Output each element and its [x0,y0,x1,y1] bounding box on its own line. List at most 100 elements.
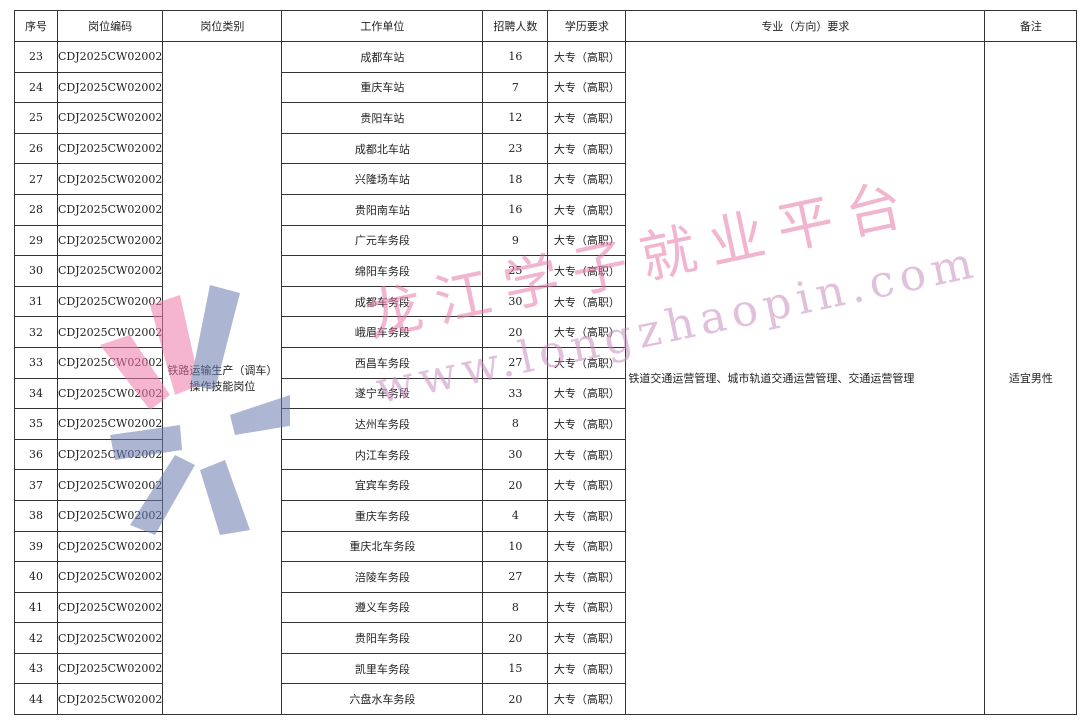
row-no: 29 [14,224,58,257]
header-unit: 工作单位 [281,10,484,42]
row-code: CDJ2025CW02002 [56,193,164,226]
row-no: 28 [14,193,58,226]
row-count: 16 [482,41,549,73]
header-row: 序号 岗位编码 岗位类别 工作单位 招聘人数 学历要求 专业（方向）要求 备注 [14,10,1078,42]
row-count: 20 [482,316,549,348]
row-code: CDJ2025CW02002 [56,408,164,440]
row-education: 大专（高职） [547,71,627,104]
row-code: CDJ2025CW02002 [56,285,164,318]
header-remark: 备注 [984,10,1078,42]
row-education: 大专（高职） [547,255,627,287]
row-education: 大专（高职） [547,193,627,226]
table-row: 28 CDJ2025CW02002 贵阳南车站 16 大专（高职） [14,193,1077,226]
row-code: CDJ2025CW02002 [56,163,164,195]
row-education: 大专（高职） [547,469,627,501]
table-row: 44 CDJ2025CW02002 六盘水车务段 20 大专（高职） [14,683,1077,716]
recruitment-table: 序号 岗位编码 岗位类别 工作单位 招聘人数 学历要求 专业（方向）要求 备注 … [14,10,1078,716]
row-count: 20 [482,469,549,501]
remark: 适宜男性 [984,40,1078,716]
row-unit: 涪陵车务段 [281,561,484,593]
row-count: 7 [482,71,549,104]
row-education: 大专（高职） [547,224,627,257]
row-code: CDJ2025CW02002 [56,41,164,73]
row-no: 39 [14,530,58,563]
row-no: 32 [14,316,58,348]
row-no: 25 [14,102,58,134]
row-count: 8 [482,591,549,624]
header-count: 招聘人数 [482,10,549,42]
row-count: 30 [482,285,549,318]
job-category: 铁路运输生产（调车）操作技能岗位 [162,40,283,716]
row-education: 大专（高职） [547,683,627,716]
row-education: 大专（高职） [547,346,627,379]
row-no: 41 [14,591,58,624]
row-count: 9 [482,224,549,257]
table-row: 23 CDJ2025CW02002 铁路运输生产（调车）操作技能岗位 成都车站 16 大专… [14,40,1078,716]
row-count: 16 [482,193,549,226]
row-code: CDJ2025CW02002 [56,499,164,532]
row-code: CDJ2025CW02002 [56,71,164,104]
row-code: CDJ2025CW02002 [56,102,164,134]
header-no: 序号 [14,10,58,42]
header-education: 学历要求 [547,10,627,42]
row-unit: 峨眉车务段 [281,316,484,348]
row-code: CDJ2025CW02002 [56,561,164,593]
row-unit: 贵阳车务段 [281,622,484,654]
row-unit: 成都车站 [281,41,484,73]
row-unit: 西昌车务段 [281,346,484,379]
row-education: 大专（高职） [547,102,627,134]
row-no: 43 [14,652,58,685]
row-count: 12 [482,102,549,134]
row-unit: 兴隆场车站 [281,163,484,195]
row-code: CDJ2025CW02002 [56,530,164,563]
row-education: 大专（高职） [547,622,627,654]
table-row: 30 CDJ2025CW02002 绵阳车务段 25 大专（高职） [14,255,1077,287]
table-row: 40 CDJ2025CW02002 涪陵车务段 27 大专（高职） [14,561,1077,593]
row-no: 33 [14,346,58,379]
row-no: 44 [14,683,58,716]
row-unit: 重庆车站 [281,71,484,104]
table-row: 26 CDJ2025CW02002 成都北车站 23 大专（高职） [14,132,1077,165]
row-count: 27 [482,346,549,379]
table-row: 27 CDJ2025CW02002 兴隆场车站 18 大专（高职） [14,163,1077,195]
row-education: 大专（高职） [547,132,627,165]
row-unit: 重庆北车务段 [281,530,484,563]
row-no: 36 [14,438,58,471]
row-no: 34 [14,377,58,410]
row-code: CDJ2025CW02002 [56,438,164,471]
row-no: 40 [14,561,58,593]
row-education: 大专（高职） [547,377,627,410]
row-code: CDJ2025CW02002 [56,255,164,287]
row-code: CDJ2025CW02002 [56,469,164,501]
row-no: 37 [14,469,58,501]
table-row: 24 CDJ2025CW02002 重庆车站 7 大专（高职） [14,71,1077,104]
row-unit: 成都车务段 [281,285,484,318]
row-unit: 广元车务段 [281,224,484,257]
row-unit: 宜宾车务段 [281,469,484,501]
table-row: 29 CDJ2025CW02002 广元车务段 9 大专（高职） [14,224,1077,257]
row-unit: 成都北车站 [281,132,484,165]
row-unit: 贵阳南车站 [281,193,484,226]
table-row: 31 CDJ2025CW02002 成都车务段 30 大专（高职） [14,285,1077,318]
row-count: 20 [482,683,549,716]
row-code: CDJ2025CW02002 [56,683,164,716]
header-major: 专业（方向）要求 [625,10,986,42]
row-education: 大专（高职） [547,41,627,73]
row-no: 24 [14,71,58,104]
row-no: 31 [14,285,58,318]
table-row: 41 CDJ2025CW02002 遵义车务段 8 大专（高职） [14,591,1077,624]
row-education: 大专（高职） [547,561,627,593]
row-count: 10 [482,530,549,563]
row-count: 33 [482,377,549,410]
row-education: 大专（高职） [547,163,627,195]
header-code: 岗位编码 [56,10,164,42]
row-education: 大专（高职） [547,652,627,685]
table-row: 25 CDJ2025CW02002 贵阳车站 12 大专（高职） [14,102,1077,134]
row-education: 大专（高职） [547,499,627,532]
row-code: CDJ2025CW02002 [56,652,164,685]
row-code: CDJ2025CW02002 [56,591,164,624]
row-unit: 绵阳车务段 [281,255,484,287]
table-row: 39 CDJ2025CW02002 重庆北车务段 10 大专（高职） [14,530,1077,563]
row-no: 23 [14,41,58,73]
row-unit: 贵阳车站 [281,102,484,134]
